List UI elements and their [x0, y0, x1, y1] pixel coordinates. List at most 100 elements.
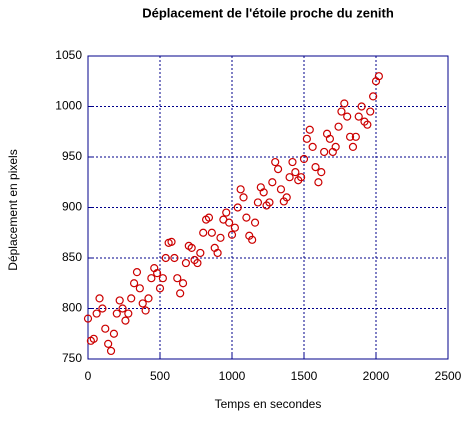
- data-point: [268, 178, 277, 187]
- x-tick-label: 500: [150, 369, 170, 383]
- data-point: [345, 132, 355, 141]
- data-point: [89, 334, 98, 343]
- data-point: [348, 142, 358, 151]
- x-tick-label: 2000: [363, 369, 390, 383]
- x-axis-label: Temps en secondes: [215, 397, 322, 411]
- plot-frame: [87, 55, 449, 360]
- data-point: [250, 218, 260, 227]
- data-point: [118, 304, 127, 313]
- data-point: [288, 157, 297, 167]
- data-point: [222, 208, 231, 217]
- data-point: [325, 134, 335, 143]
- data-point: [227, 230, 237, 239]
- data-point: [374, 72, 383, 81]
- data-point: [176, 289, 185, 298]
- y-tick-label: 1000: [55, 99, 82, 113]
- data-point: [141, 306, 150, 315]
- data-point: [178, 279, 188, 288]
- data-point: [167, 237, 176, 246]
- data-point: [181, 258, 191, 268]
- x-tick-label: 1000: [219, 369, 246, 383]
- data-point: [291, 168, 300, 177]
- y-tick-label: 1050: [55, 48, 82, 62]
- chart-title: Déplacement de l'étoile proche du zenith: [142, 5, 394, 20]
- data-point: [230, 223, 239, 232]
- data-point: [161, 253, 170, 263]
- data-point: [239, 193, 248, 202]
- data-point: [369, 92, 378, 101]
- data-point: [153, 269, 162, 278]
- data-point: [112, 309, 121, 318]
- y-tick-label: 750: [62, 351, 82, 365]
- data-point: [129, 279, 139, 288]
- data-point: [297, 173, 306, 182]
- data-point: [265, 198, 274, 207]
- data-point: [207, 228, 216, 237]
- data-point: [216, 233, 225, 242]
- y-axis-label: Déplacement en pixels: [6, 149, 20, 270]
- data-point: [314, 178, 323, 187]
- data-point: [351, 132, 360, 141]
- data-point: [101, 324, 110, 333]
- data-point: [302, 134, 311, 143]
- data-point: [334, 122, 343, 131]
- data-point: [138, 299, 147, 308]
- data-point: [109, 329, 119, 338]
- y-tick-label: 850: [62, 250, 82, 264]
- data-point: [92, 309, 101, 318]
- data-point: [121, 316, 130, 325]
- data-point: [124, 309, 133, 318]
- data-point: [340, 99, 349, 108]
- data-point: [225, 218, 234, 227]
- data-point: [285, 173, 294, 182]
- x-tick-label: 2500: [435, 369, 462, 383]
- data-point: [253, 198, 263, 207]
- data-point: [331, 142, 340, 151]
- data-point: [276, 185, 286, 194]
- data-point: [115, 296, 124, 305]
- data-point: [83, 314, 93, 323]
- data-point: [144, 294, 153, 303]
- data-point: [213, 248, 222, 258]
- x-tick-label: 1500: [291, 369, 318, 383]
- data-point: [193, 258, 202, 268]
- x-tick-label: 0: [85, 369, 92, 383]
- data-point: [299, 154, 309, 164]
- y-tick-label: 900: [62, 200, 82, 214]
- data-point: [187, 243, 196, 252]
- data-point: [147, 274, 156, 283]
- data-point: [354, 112, 363, 121]
- data-point: [196, 248, 205, 258]
- data-point: [343, 112, 352, 121]
- data-point: [127, 294, 136, 303]
- data-point: [363, 120, 372, 129]
- data-point: [337, 107, 346, 116]
- data-point: [106, 346, 116, 356]
- data-point: [95, 294, 104, 303]
- data-point: [273, 165, 283, 174]
- data-point: [236, 185, 245, 194]
- data-point: [357, 102, 366, 111]
- data-point: [271, 157, 280, 167]
- y-tick-label: 800: [62, 301, 82, 315]
- y-tick-label: 950: [62, 149, 82, 163]
- data-point: [248, 235, 257, 244]
- data-point: [135, 284, 144, 293]
- data-point: [305, 125, 314, 134]
- data-point: [259, 188, 268, 197]
- data-point: [308, 142, 317, 151]
- data-point: [199, 228, 208, 237]
- data-point: [282, 193, 291, 202]
- data-point: [173, 274, 182, 283]
- data-point: [104, 339, 113, 348]
- data-point: [158, 274, 167, 283]
- data-point: [155, 284, 165, 293]
- data-point: [311, 163, 320, 172]
- data-point: [320, 147, 329, 157]
- data-point: [132, 268, 142, 277]
- data-point: [204, 213, 214, 222]
- data-point: [98, 304, 107, 313]
- data-point: [366, 107, 375, 116]
- data-point: [317, 168, 326, 177]
